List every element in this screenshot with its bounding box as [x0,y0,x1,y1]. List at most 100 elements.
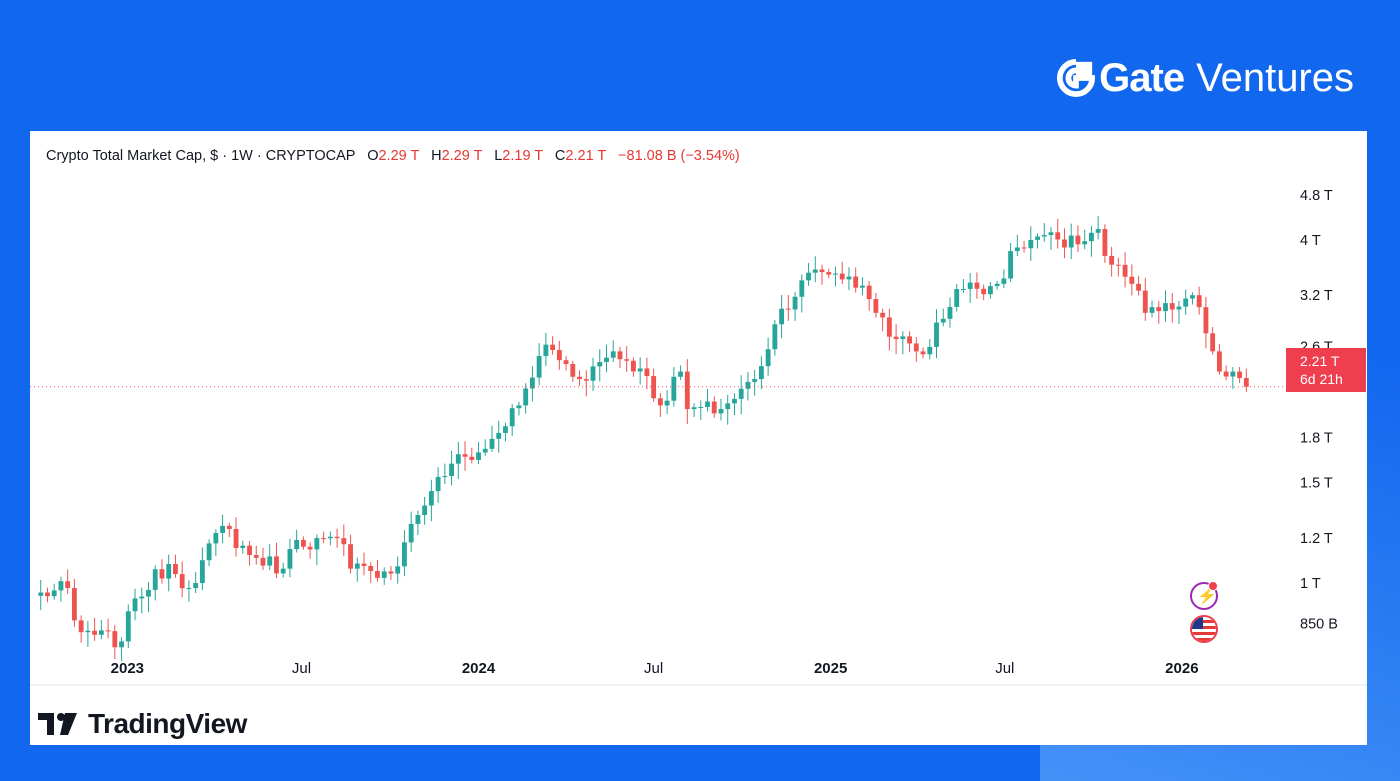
candle-body [1183,298,1189,307]
candle-body [779,308,785,325]
candle-body [873,299,879,313]
candle-body [570,364,576,377]
candle-body [503,426,508,433]
candle-body [193,583,199,589]
candle-body [449,463,455,477]
candle-body [839,273,845,280]
tradingview-logo-text: TradingView [88,708,247,739]
close-value: 2.21 T [565,148,606,164]
candle-body [341,538,347,545]
candle-body [691,407,697,410]
candle-body [806,272,811,281]
y-tick-label: 4 T [1300,233,1321,249]
tradingview-logo-icon [38,713,77,735]
y-tick-label: 1 T [1300,576,1321,592]
candle-body [159,569,165,579]
event-notification-dot [1208,581,1218,591]
candle-body [1122,264,1128,277]
close-label: C [554,148,566,164]
candle-body [1115,264,1121,266]
candle-body [402,542,407,567]
candle-body [859,285,865,288]
candle-body [381,571,387,578]
high-label: H [431,148,442,164]
candle-body [260,557,266,566]
candle-body [711,401,717,414]
candle-body [664,400,670,406]
candle-body [583,379,589,381]
candle-body [590,366,596,381]
candle-body [610,351,616,358]
candle-body [435,476,441,492]
candle-body [166,564,172,579]
x-tick-label: Jul [292,660,311,677]
candle-body [314,538,320,550]
us-flag-graphic [1192,617,1216,641]
candle-body [880,312,886,318]
candle-body [361,563,367,567]
candle-body [994,283,1000,287]
candle-body [637,368,643,372]
candle-body [1216,351,1222,372]
candle-body [523,388,529,406]
candle-body [1163,303,1168,312]
candle-body [98,630,104,635]
candle-body [247,545,252,556]
open-value: 2.29 T [378,148,420,164]
candle-body [907,336,912,344]
brand-name-gate: Gate [1099,55,1185,100]
candle-body [496,432,502,439]
candle-body [294,540,300,550]
candle-body [240,545,246,549]
candle-body [1088,232,1094,242]
candle-body [395,566,401,574]
candle-body [826,272,832,275]
candle-body [334,536,340,539]
candle-body [678,371,683,377]
candle-body [1062,239,1067,248]
y-tick-label: 1.2 T [1300,531,1333,547]
symbol-title[interactable]: Crypto Total Market Cap, $ · 1W · CRYPTO… [46,148,356,164]
candle-body [482,448,488,453]
candle-body [105,630,111,632]
low-label: L [494,148,503,164]
candlestick-chart[interactable]: 4.8 T4 T3.2 T2.6 T1.8 T1.5 T1.2 T1 T850 … [30,131,1367,745]
bar-countdown: 6d 21h [1300,371,1343,387]
candle-body [45,592,50,597]
candle-body [1095,229,1101,233]
candle-body [974,282,980,289]
gate-logo-icon [1057,59,1096,97]
candle-body [684,371,690,410]
x-tick-label: 2026 [1165,660,1198,677]
chart-panel: 4.8 T4 T3.2 T2.6 T1.8 T1.5 T1.2 T1 T850 … [30,131,1367,745]
last-price: 2.21 T [1300,353,1340,369]
candle-body [577,376,582,380]
candle-body [388,571,394,574]
tradingview-logo[interactable]: TradingView [38,708,247,740]
candle-body [132,598,138,612]
lightning-event-icon[interactable] [1190,582,1218,610]
candle-body [1068,235,1074,248]
candle-body [139,596,145,599]
candle-body [1243,377,1249,387]
candle-body [940,318,946,323]
candle-body [253,555,259,558]
candle-body [213,532,219,544]
candle-body [745,381,751,389]
candle-body [893,336,899,340]
candle-body [886,317,892,337]
candle-body [705,401,710,408]
open-label: O [367,148,379,164]
candle-body [1149,307,1155,313]
candle-body [442,476,448,478]
candle-body [1041,235,1047,237]
high-value: 2.29 T [441,148,483,164]
us-flag-event-icon[interactable] [1190,615,1218,643]
candle-body [698,407,704,409]
y-tick-label: 1.5 T [1300,476,1333,492]
candle-body [617,351,623,360]
candle-body [967,282,973,289]
candle-body [833,273,838,275]
candle-body [819,269,825,273]
candle-body [280,568,286,574]
